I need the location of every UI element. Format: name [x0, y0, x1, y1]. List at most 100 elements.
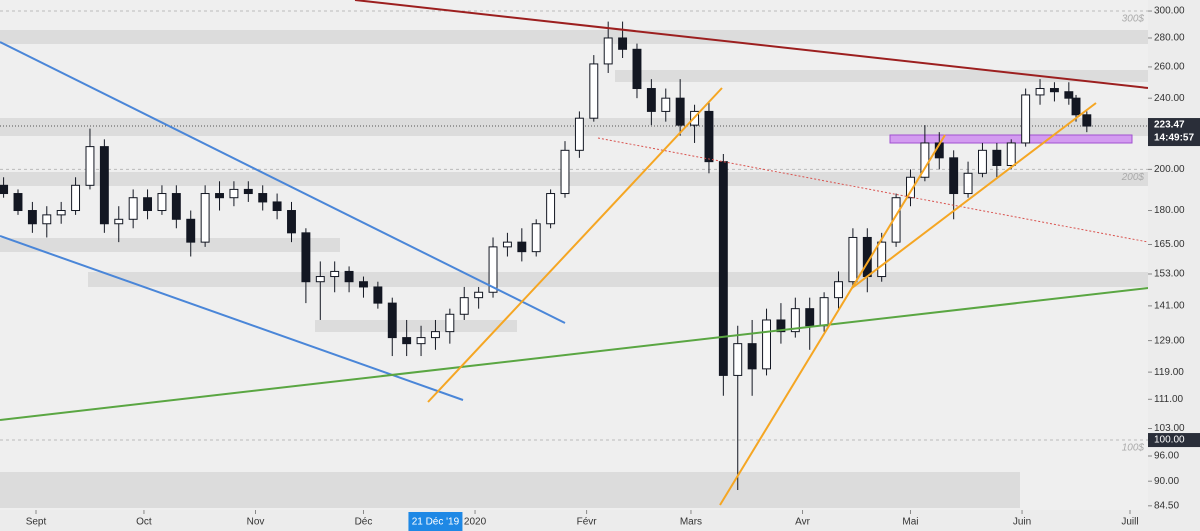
candle-body: [287, 210, 296, 234]
y-tick-label: 90.00: [1154, 476, 1179, 487]
candle-body: [157, 193, 167, 212]
candle-body: [459, 297, 469, 315]
candle-body: [704, 110, 714, 163]
candle-body: [229, 188, 239, 199]
candle-body: [819, 297, 829, 327]
candle-body: [546, 193, 556, 225]
zone: [615, 70, 1148, 82]
candle-body: [143, 197, 153, 212]
trendline: [427, 87, 723, 403]
candle-body: [1021, 94, 1031, 144]
candle-body: [877, 241, 887, 278]
candle-body: [42, 214, 52, 225]
candle-body: [992, 149, 1002, 166]
y-tick-label: 165.00: [1154, 239, 1185, 250]
x-tick-label: Mars: [680, 517, 702, 528]
candle-body: [977, 149, 987, 174]
y-tick-label: 141.00: [1154, 301, 1185, 312]
candle-body: [848, 236, 858, 283]
x-tick-label: Juill: [1121, 517, 1138, 528]
candle-body: [344, 270, 354, 283]
y-tick-label: 300.00: [1154, 6, 1185, 17]
x-tick-label: Déc: [355, 517, 373, 528]
trendlines: [0, 0, 1149, 506]
x-tick-label: Oct: [136, 517, 152, 528]
trendline: [597, 137, 1149, 243]
y-tick-label: 129.00: [1154, 335, 1185, 346]
y-tick-label: 153.00: [1154, 269, 1185, 280]
x-tick-label: Juin: [1013, 517, 1031, 528]
candle-body: [1035, 88, 1045, 96]
trendline: [0, 41, 566, 324]
candle-body: [0, 184, 9, 195]
candle-body: [531, 223, 541, 253]
candle-body: [186, 218, 196, 243]
candle-body: [574, 117, 584, 151]
candle-body: [603, 37, 613, 65]
candle-body: [891, 197, 901, 243]
candle-body: [85, 146, 95, 186]
candle-body: [330, 270, 340, 278]
candle-body: [359, 281, 368, 288]
trendline: [851, 102, 1097, 289]
candle-body: [13, 193, 23, 212]
candle-body: [416, 337, 426, 345]
candle-body: [1082, 114, 1092, 127]
candle-body: [430, 331, 440, 339]
candle-body: [776, 319, 786, 333]
candle-body: [805, 308, 815, 327]
countdown: 14:49:57: [1154, 133, 1194, 144]
candle-body: [718, 161, 728, 376]
x-tick-label: 2020: [464, 517, 487, 528]
x-tick-label: Févr: [577, 517, 598, 528]
candle-body: [128, 197, 138, 220]
last-price-box: [1148, 118, 1200, 147]
candle-body: [762, 319, 771, 370]
zone: [88, 272, 1148, 287]
y-tick-label: 96.00: [1154, 451, 1179, 462]
y-tick-label: 240.00: [1154, 93, 1185, 104]
candle-body: [301, 232, 311, 283]
candle-body: [258, 193, 268, 203]
x-tick-label: Sept: [26, 517, 47, 528]
y-tick-label: 260.00: [1154, 62, 1185, 73]
candle-body: [200, 193, 210, 243]
candle-body: [675, 97, 685, 126]
candle-body: [747, 343, 757, 370]
candle-body: [402, 337, 412, 345]
level-label: 300$: [1122, 14, 1145, 25]
candle-body: [618, 37, 628, 50]
candle-body: [315, 276, 325, 283]
candle-body: [99, 146, 109, 225]
candle-body: [632, 48, 642, 90]
candle-body: [488, 246, 498, 293]
candle-body: [215, 193, 224, 199]
y-tick-label: 111.00: [1154, 394, 1184, 405]
y-tick-label: 84.50: [1154, 500, 1179, 511]
candle-body: [387, 302, 397, 339]
crosshair-price-label: 100.00: [1154, 435, 1185, 446]
y-tick-label: 180.00: [1154, 205, 1185, 216]
candle-body: [272, 201, 282, 212]
x-tick-label: Avr: [795, 517, 810, 528]
candle-body: [733, 343, 743, 376]
candle-body: [243, 188, 253, 195]
trendline: [0, 287, 1149, 421]
candle-body: [171, 193, 181, 220]
level-label: 200$: [1121, 172, 1145, 183]
candle-body: [661, 97, 671, 112]
candle-body: [949, 157, 959, 195]
crosshair-price-box: [1148, 433, 1200, 448]
candle-body: [589, 63, 599, 119]
trendline: [719, 134, 946, 506]
candle-body: [834, 281, 843, 299]
x-tick-label: Nov: [247, 517, 265, 528]
zone: [0, 472, 1020, 508]
candle-body: [963, 172, 973, 195]
x-tick-label: Mai: [902, 517, 918, 528]
candle-body: [56, 210, 66, 216]
candle-body: [906, 176, 915, 199]
y-tick-label: 200.00: [1154, 164, 1185, 175]
